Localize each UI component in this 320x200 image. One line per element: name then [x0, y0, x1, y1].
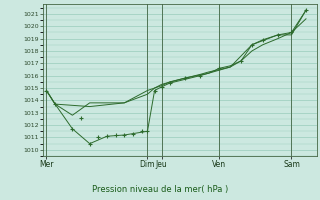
Text: Pression niveau de la mer( hPa ): Pression niveau de la mer( hPa ) — [92, 185, 228, 194]
